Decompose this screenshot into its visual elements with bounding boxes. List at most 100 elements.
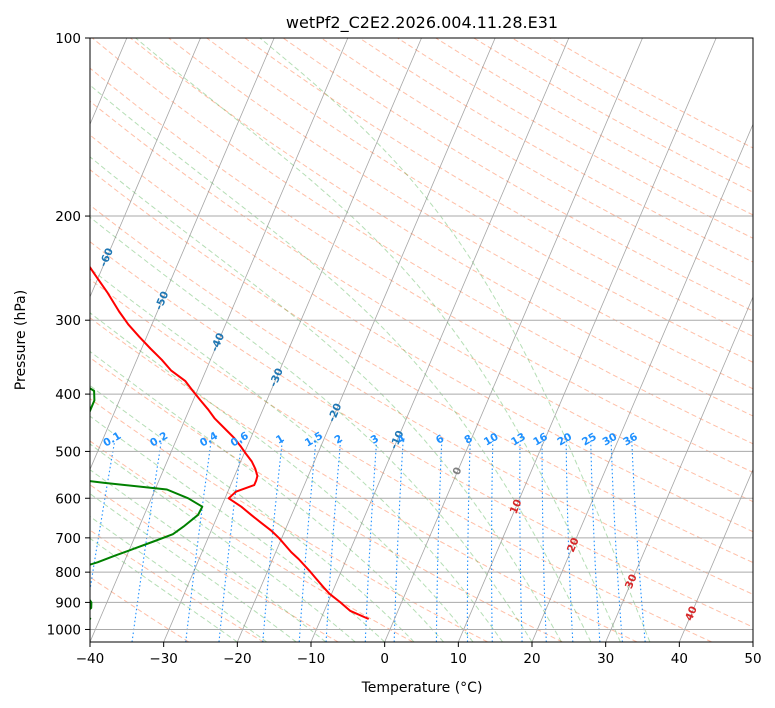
y-tick-label: 1000 xyxy=(47,622,81,638)
x-tick-label: 0 xyxy=(380,651,389,667)
isotherm-label: 30 xyxy=(623,572,640,590)
moist-adiabats xyxy=(90,38,651,642)
dry-adiabat xyxy=(90,317,638,642)
moist-adiabat xyxy=(90,84,592,642)
x-tick-label: 30 xyxy=(597,651,614,667)
mixing-ratio-line xyxy=(466,440,471,642)
mixing-ratio-line xyxy=(610,440,623,642)
isotherm-label: 10 xyxy=(508,498,525,516)
mixing-ratio-line xyxy=(490,440,494,642)
dry-adiabats xyxy=(90,38,753,642)
moist-adiabat xyxy=(90,515,268,642)
moist-adiabat xyxy=(90,350,444,642)
y-tick-label: 900 xyxy=(55,595,81,611)
dry-adiabat xyxy=(90,398,488,642)
dry-adiabat xyxy=(90,241,753,628)
mixing-ratio-lines xyxy=(90,440,646,642)
chart-title: wetPf2_C2E2.2026.004.11.28.E31 xyxy=(286,13,558,33)
dry-adiabat xyxy=(90,484,339,642)
dry-adiabat xyxy=(511,38,753,171)
dry-adiabat xyxy=(90,278,712,642)
mixing-ratio-label: 25 xyxy=(580,431,599,449)
moist-adiabat xyxy=(90,443,356,642)
mixing-ratio-line xyxy=(519,440,523,642)
x-tick-label: −40 xyxy=(76,651,105,667)
moist-adiabat xyxy=(135,38,621,642)
x-tick-label: −10 xyxy=(297,651,326,667)
dry-adiabat xyxy=(435,38,753,216)
plot-frame xyxy=(89,37,754,643)
moist-adiabat xyxy=(90,267,503,642)
dry-adiabat xyxy=(168,38,753,390)
moist-adiabat xyxy=(90,216,533,642)
isotherm-line xyxy=(531,123,753,642)
moist-adiabat xyxy=(259,38,651,642)
moist-adiabat xyxy=(90,415,386,642)
mixing-ratio-line xyxy=(541,440,547,642)
mixing-ratio-line xyxy=(218,440,243,642)
y-tick-label: 300 xyxy=(55,313,81,329)
x-tick-label: 50 xyxy=(744,651,761,667)
mixing-ratio-label: 30 xyxy=(600,431,619,449)
mixing-ratio-line xyxy=(393,440,404,642)
y-tick-label: 700 xyxy=(55,531,81,547)
y-tick-label: 500 xyxy=(55,444,81,460)
isotherm-line xyxy=(605,295,753,642)
y-tick-label: 400 xyxy=(55,387,81,403)
dry-adiabat xyxy=(91,38,753,445)
dry-adiabat xyxy=(90,529,264,642)
mixing-ratio-line xyxy=(325,440,342,642)
x-axis: −40 −30 −20 −10 0 10 20 30 40 50 xyxy=(76,642,762,667)
y-tick-label: 800 xyxy=(55,565,81,581)
mixing-ratio-line xyxy=(631,440,646,642)
isotherm-line xyxy=(384,38,643,642)
isotherm-line xyxy=(310,38,570,642)
isotherm-label: -30 xyxy=(267,366,285,388)
moist-adiabat xyxy=(90,384,415,642)
mixing-ratio-label: 1.5 xyxy=(303,430,325,450)
dry-adiabat xyxy=(244,38,753,337)
isotherm-label: 20 xyxy=(565,536,582,554)
x-tick-label: −20 xyxy=(223,651,252,667)
mixing-ratio-line xyxy=(590,440,601,642)
mixing-ratio-line xyxy=(90,440,116,594)
dry-adiabat xyxy=(90,100,753,503)
mixing-ratio-label: 3 xyxy=(369,433,381,447)
x-tick-label: 40 xyxy=(671,651,688,667)
x-axis-label: Temperature (°C) xyxy=(361,680,483,696)
isotherm-line xyxy=(236,38,496,642)
isotherm-line xyxy=(90,38,275,471)
y-tick-label: 600 xyxy=(55,491,81,507)
isotherm-line xyxy=(90,38,201,298)
moist-adiabat xyxy=(90,156,562,642)
isotherm-label: -50 xyxy=(153,290,171,312)
isotherm-line xyxy=(163,38,422,642)
mixing-ratio-line xyxy=(435,440,443,642)
plot-area: -100-90-80-70-60-50-40-30-20-10010203040… xyxy=(90,38,753,642)
dry-adiabat xyxy=(90,134,753,533)
moist-adiabat xyxy=(90,469,327,642)
dry-adiabat xyxy=(90,440,414,642)
isotherms xyxy=(90,38,753,642)
isotherm-label: 40 xyxy=(683,605,700,623)
isotherm-line xyxy=(457,38,717,642)
mixing-ratio-line xyxy=(364,440,378,642)
mixing-ratio-labels: 0.1 0.2 0.4 0.6 1 1.5 2 3 4 6 8 10 13 16 20 25 30 36 xyxy=(101,430,640,450)
isotherm-line xyxy=(678,468,753,642)
mixing-ratio-label: 0.1 xyxy=(101,430,123,450)
dry-adiabat xyxy=(206,38,753,363)
dry-adiabat xyxy=(90,169,753,564)
isotherm-line xyxy=(752,640,753,642)
mixing-ratio-line xyxy=(185,440,212,642)
y-axis: 100 200 300 400 500 600 700 800 900 1000 xyxy=(47,31,90,638)
y-tick-label: 200 xyxy=(55,209,81,225)
dewpoint-profile xyxy=(90,387,204,620)
dry-adiabat xyxy=(549,38,753,149)
mixing-ratio-label: 0.4 xyxy=(198,430,220,450)
dry-adiabat xyxy=(90,357,563,642)
mixing-ratio-line xyxy=(262,440,283,642)
mixing-ratio-label: 10 xyxy=(482,431,501,449)
profile-series xyxy=(90,265,370,620)
isotherm-label: 0 xyxy=(451,465,465,476)
